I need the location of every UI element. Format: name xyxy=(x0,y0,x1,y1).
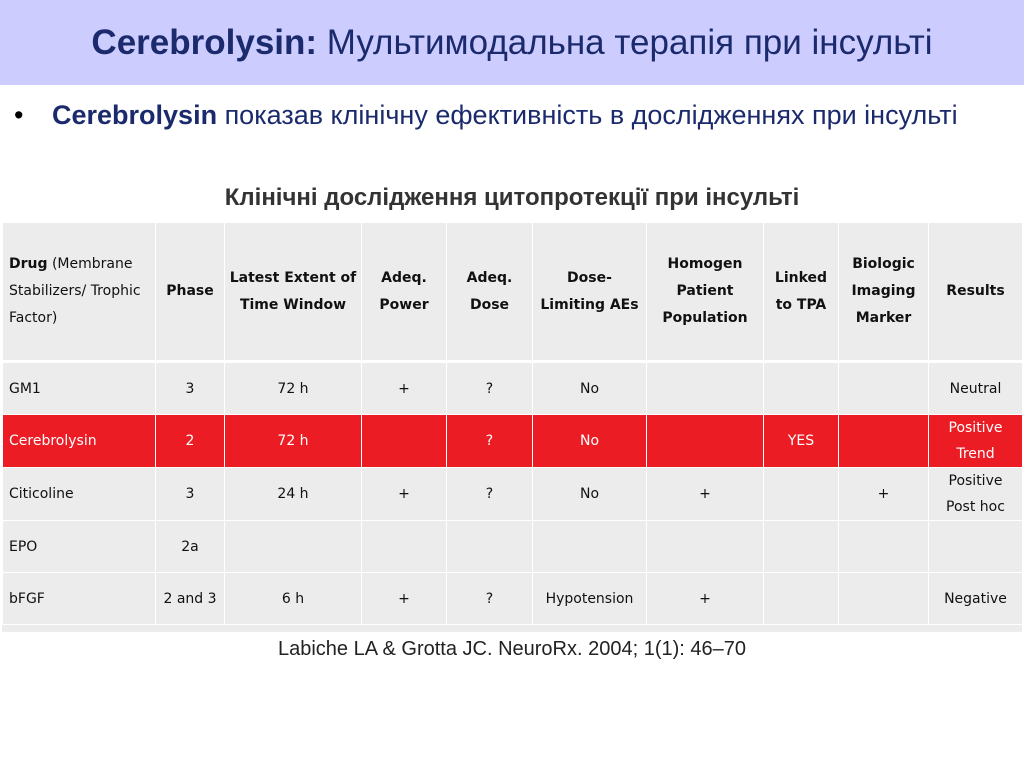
cell-window xyxy=(224,520,362,573)
cell-dose: ? xyxy=(446,361,533,415)
title-bold: Cerebrolysin: xyxy=(91,22,318,62)
cell-homogen xyxy=(646,361,764,415)
cell-homogen xyxy=(646,414,764,468)
cell-phase: 2 and 3 xyxy=(155,572,225,625)
cell-tpa: YES xyxy=(763,414,839,468)
cell-window: 24 h xyxy=(224,467,362,521)
trials-table: Drug (Membrane Stabilizers/ Trophic Fact… xyxy=(2,222,1023,625)
cell-power: + xyxy=(361,467,447,521)
cell-marker xyxy=(838,520,929,573)
cell-phase: 2 xyxy=(155,414,225,468)
cell-drug: Citicoline xyxy=(2,467,156,521)
col-tpa: Linked to TPA xyxy=(763,222,839,362)
bullet-rest: показав клінічну ефективність в дослідже… xyxy=(217,100,958,130)
title-rest: Мультимодальна терапія при інсульті xyxy=(317,22,933,62)
cell-marker: + xyxy=(838,467,929,521)
table-subtitle: Клінічні дослідження цитопротекції при і… xyxy=(224,184,800,211)
cell-marker xyxy=(838,414,929,468)
col-dose: Adeq. Dose xyxy=(446,222,533,362)
cell-results: Positive Trend xyxy=(928,414,1023,468)
bullet-point: • Cerebrolysin показав клінічну ефективн… xyxy=(14,96,1014,134)
cell-aes: No xyxy=(532,361,647,415)
cell-results: Neutral xyxy=(928,361,1023,415)
cell-results: Positive Post hoc xyxy=(928,467,1023,521)
col-results: Results xyxy=(928,222,1023,362)
cell-marker xyxy=(838,361,929,415)
table-row: Cerebrolysin 2 72 h? No YES Positive Trend xyxy=(2,414,1023,468)
cell-dose xyxy=(446,520,533,573)
cell-homogen xyxy=(646,520,764,573)
cell-homogen: + xyxy=(646,467,764,521)
cell-power xyxy=(361,520,447,573)
cell-drug: bFGF xyxy=(2,572,156,625)
cell-phase: 3 xyxy=(155,361,225,415)
cell-window: 72 h xyxy=(224,414,362,468)
col-phase: Phase xyxy=(155,222,225,362)
cell-phase: 2a xyxy=(155,520,225,573)
table-container: Drug (Membrane Stabilizers/ Trophic Fact… xyxy=(2,222,1023,632)
table-row: GM1 3 72 h +? No Neutral xyxy=(2,361,1023,415)
cell-tpa xyxy=(763,520,839,573)
col-marker: Biologic Imaging Marker xyxy=(838,222,929,362)
cell-results: Negative xyxy=(928,572,1023,625)
cell-dose: ? xyxy=(446,414,533,468)
cell-homogen: + xyxy=(646,572,764,625)
cell-power: + xyxy=(361,361,447,415)
col-homogen: Homogen Patient Population xyxy=(646,222,764,362)
cell-aes: Hypotension xyxy=(532,572,647,625)
cell-dose: ? xyxy=(446,467,533,521)
cell-drug: GM1 xyxy=(2,361,156,415)
col-drug: Drug (Membrane Stabilizers/ Trophic Fact… xyxy=(2,222,156,362)
cell-marker xyxy=(838,572,929,625)
cell-aes xyxy=(532,520,647,573)
bullet-bold: Cerebrolysin xyxy=(52,100,218,130)
cell-drug: Cerebrolysin xyxy=(2,414,156,468)
bullet-icon: • xyxy=(14,100,24,130)
citation: Labiche LA & Grotta JC. NeuroRx. 2004; 1… xyxy=(277,638,747,660)
cell-power xyxy=(361,414,447,468)
cell-power: + xyxy=(361,572,447,625)
cell-tpa xyxy=(763,361,839,415)
table-header-row: Drug (Membrane Stabilizers/ Trophic Fact… xyxy=(2,222,1023,362)
slide-title: Cerebrolysin: Мультимодальна терапія при… xyxy=(91,23,932,63)
cell-results xyxy=(928,520,1023,573)
cell-drug: EPO xyxy=(2,520,156,573)
col-window: Latest Extent of Time Window xyxy=(224,222,362,362)
bullet-text: Cerebrolysin показав клінічну ефективніс… xyxy=(52,96,1014,134)
cell-aes: No xyxy=(532,467,647,521)
cell-window: 72 h xyxy=(224,361,362,415)
cell-window: 6 h xyxy=(224,572,362,625)
col-power: Adeq. Power xyxy=(361,222,447,362)
table-row: Citicoline 3 24 h +? No + + Positive Post hoc xyxy=(2,467,1023,521)
cell-aes: No xyxy=(532,414,647,468)
cell-phase: 3 xyxy=(155,467,225,521)
cell-tpa xyxy=(763,467,839,521)
cell-tpa xyxy=(763,572,839,625)
col-aes: Dose-Limiting AEs xyxy=(532,222,647,362)
cell-dose: ? xyxy=(446,572,533,625)
title-bar: Cerebrolysin: Мультимодальна терапія при… xyxy=(0,0,1024,85)
table-row: EPO 2a xyxy=(2,520,1023,573)
